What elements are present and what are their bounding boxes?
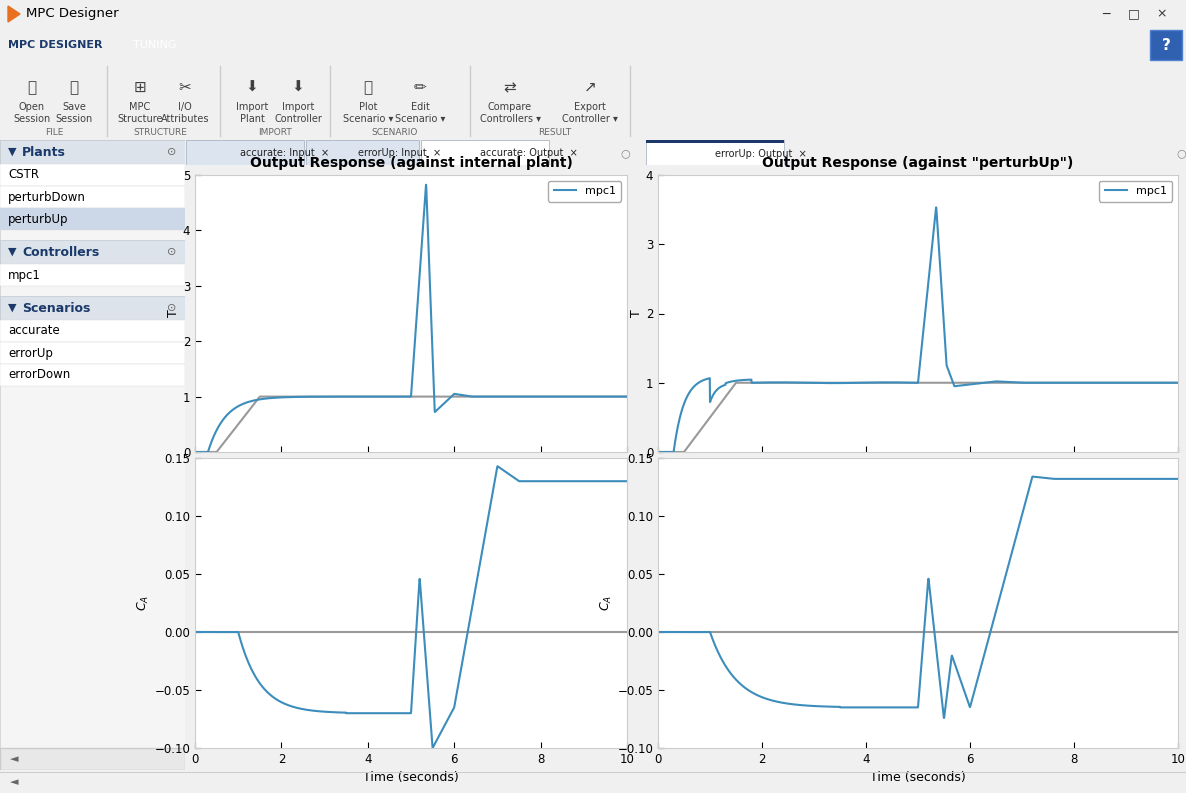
Bar bbox=[421, 140, 549, 165]
Text: Open: Open bbox=[19, 102, 45, 112]
Text: errorUp: Output  ×: errorUp: Output × bbox=[715, 149, 806, 159]
Text: MPC DESIGNER: MPC DESIGNER bbox=[8, 40, 102, 50]
Text: ✂: ✂ bbox=[179, 80, 191, 95]
Y-axis label: $C_A$: $C_A$ bbox=[136, 595, 152, 611]
Text: ◄: ◄ bbox=[9, 754, 19, 764]
Bar bbox=[646, 140, 784, 143]
Text: 💾: 💾 bbox=[70, 80, 78, 95]
Title: Output Response (against internal plant): Output Response (against internal plant) bbox=[249, 155, 573, 170]
Bar bbox=[0, 364, 185, 386]
Text: perturbDown: perturbDown bbox=[8, 190, 85, 204]
Text: Scenario ▾: Scenario ▾ bbox=[395, 114, 445, 124]
Text: Controller ▾: Controller ▾ bbox=[562, 114, 618, 124]
X-axis label: Time (seconds): Time (seconds) bbox=[363, 772, 459, 784]
Text: MPC Designer: MPC Designer bbox=[26, 7, 119, 21]
Text: MPC: MPC bbox=[129, 102, 151, 112]
Text: ▼: ▼ bbox=[8, 247, 17, 257]
Bar bbox=[0, 140, 185, 164]
Text: ⬇: ⬇ bbox=[292, 80, 305, 95]
Text: Structure: Structure bbox=[117, 114, 162, 124]
Text: Edit: Edit bbox=[410, 102, 429, 112]
Text: mpc1: mpc1 bbox=[8, 269, 40, 282]
Bar bbox=[646, 140, 784, 165]
Text: ↗: ↗ bbox=[584, 80, 597, 95]
Text: accurate: Input  ×: accurate: Input × bbox=[240, 148, 330, 158]
Text: Controllers ▾: Controllers ▾ bbox=[479, 114, 541, 124]
Bar bbox=[0, 748, 185, 770]
Bar bbox=[186, 140, 304, 165]
Bar bbox=[0, 208, 185, 230]
Text: STRUCTURE: STRUCTURE bbox=[133, 128, 187, 137]
Text: Import: Import bbox=[282, 102, 314, 112]
Polygon shape bbox=[8, 6, 20, 22]
Text: ▼: ▼ bbox=[8, 303, 17, 313]
Text: accurate: accurate bbox=[8, 324, 59, 338]
Text: ⊙: ⊙ bbox=[167, 147, 177, 157]
Text: 📈: 📈 bbox=[363, 80, 372, 95]
Bar bbox=[0, 342, 185, 364]
Text: Scenario ▾: Scenario ▾ bbox=[343, 114, 394, 124]
Text: ⊙: ⊙ bbox=[167, 247, 177, 257]
Text: errorUp: Input  ×: errorUp: Input × bbox=[357, 148, 441, 158]
Legend: mpc1: mpc1 bbox=[548, 181, 621, 201]
Text: SCENARIO: SCENARIO bbox=[372, 128, 419, 137]
Text: perturbUp: perturbUp bbox=[8, 213, 69, 225]
Bar bbox=[0, 296, 185, 320]
Text: ⊙: ⊙ bbox=[167, 303, 177, 313]
Text: FILE: FILE bbox=[45, 128, 63, 137]
Bar bbox=[0, 240, 185, 264]
Bar bbox=[0, 186, 185, 208]
Text: TUNING: TUNING bbox=[133, 40, 177, 50]
Text: errorUp: errorUp bbox=[8, 347, 53, 359]
Text: accurate: Output  ×: accurate: Output × bbox=[480, 148, 578, 158]
Bar bbox=[1150, 30, 1182, 60]
Legend: mpc1: mpc1 bbox=[1099, 181, 1173, 201]
Text: ◄: ◄ bbox=[9, 777, 19, 787]
Text: errorDown: errorDown bbox=[8, 369, 70, 381]
Bar bbox=[0, 28, 110, 62]
Bar bbox=[0, 320, 185, 342]
Text: Export: Export bbox=[574, 102, 606, 112]
Text: ⊞: ⊞ bbox=[134, 80, 146, 95]
Text: ○: ○ bbox=[1177, 148, 1186, 158]
Y-axis label: $C_A$: $C_A$ bbox=[599, 595, 614, 611]
Text: 🗁: 🗁 bbox=[27, 80, 37, 95]
Text: Plants: Plants bbox=[23, 145, 66, 159]
Text: ?: ? bbox=[1161, 37, 1171, 52]
Text: Session: Session bbox=[13, 114, 51, 124]
Text: RESULT: RESULT bbox=[538, 128, 572, 137]
Y-axis label: T: T bbox=[167, 309, 180, 317]
X-axis label: Time (seconds): Time (seconds) bbox=[871, 772, 965, 784]
Text: I/O: I/O bbox=[178, 102, 192, 112]
Text: ○: ○ bbox=[620, 148, 630, 158]
Text: Plant: Plant bbox=[240, 114, 264, 124]
Text: ─: ─ bbox=[1102, 7, 1110, 21]
Text: ⇄: ⇄ bbox=[504, 80, 516, 95]
Text: Import: Import bbox=[236, 102, 268, 112]
Bar bbox=[306, 140, 419, 165]
Text: Controllers: Controllers bbox=[23, 246, 100, 259]
Text: ⬇: ⬇ bbox=[246, 80, 259, 95]
Text: ✏: ✏ bbox=[414, 80, 427, 95]
Bar bbox=[0, 264, 185, 286]
Text: Compare: Compare bbox=[487, 102, 533, 112]
Bar bbox=[0, 772, 1186, 773]
Text: Scenarios: Scenarios bbox=[23, 301, 90, 315]
Bar bbox=[0, 164, 185, 186]
Text: ▼: ▼ bbox=[8, 147, 17, 157]
Title: Output Response (against "perturbUp"): Output Response (against "perturbUp") bbox=[763, 155, 1073, 170]
Text: IMPORT: IMPORT bbox=[259, 128, 292, 137]
Text: Save: Save bbox=[62, 102, 85, 112]
Text: Plot: Plot bbox=[358, 102, 377, 112]
Text: Attributes: Attributes bbox=[161, 114, 209, 124]
Text: CSTR: CSTR bbox=[8, 168, 39, 182]
Text: Session: Session bbox=[56, 114, 93, 124]
Text: Controller: Controller bbox=[274, 114, 321, 124]
Y-axis label: T: T bbox=[630, 309, 643, 317]
Text: □: □ bbox=[1128, 7, 1140, 21]
Text: ×: × bbox=[1156, 7, 1167, 21]
